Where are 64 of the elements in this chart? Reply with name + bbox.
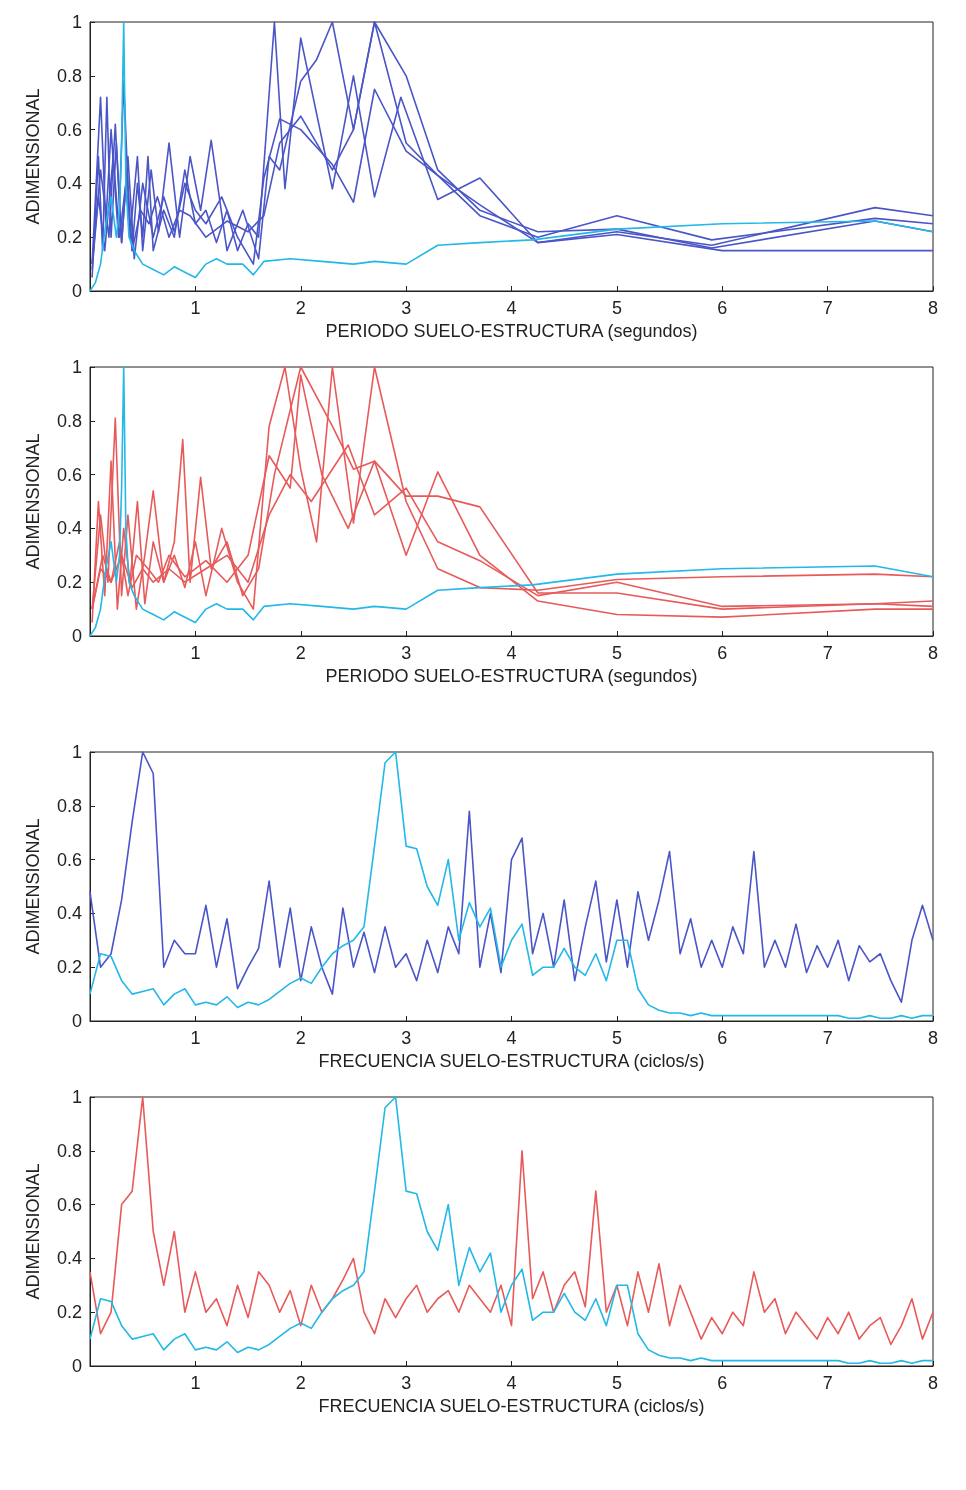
x-axis-title: FRECUENCIA SUELO-ESTRUCTURA (ciclos/s) — [318, 1395, 705, 1416]
x-tick-label: 2 — [295, 1028, 306, 1048]
x-axis-title: FRECUENCIA SUELO-ESTRUCTURA (ciclos/s) — [318, 1050, 705, 1071]
x-tick-label: 4 — [506, 298, 517, 318]
y-tick-label: 1 — [71, 1087, 82, 1107]
y-tick-label: 0 — [71, 1356, 82, 1376]
y-tick-label: 0.2 — [56, 957, 82, 978]
x-tick-label: 3 — [401, 643, 412, 663]
y-tick-label: 0.4 — [56, 903, 82, 924]
y-tick-label: 0 — [71, 626, 82, 646]
y-tick-label: 0.2 — [56, 227, 82, 248]
y-tick-label: 0 — [71, 1011, 82, 1031]
x-tick-label: 4 — [506, 643, 517, 663]
x-tick-label: 7 — [822, 1373, 833, 1393]
x-tick-label: 8 — [927, 298, 939, 318]
y-tick-label: 0.4 — [56, 1248, 82, 1269]
y-tick-label: 0.8 — [56, 410, 82, 431]
x-tick-label: 1 — [190, 1373, 201, 1393]
x-tick-label: 5 — [611, 1028, 622, 1048]
y-axis-title: ADIMENSIONAL — [23, 433, 43, 570]
y-tick-label: 0.6 — [56, 464, 82, 485]
x-tick-label: 6 — [717, 1028, 728, 1048]
y-tick-label: 0.6 — [56, 1194, 82, 1215]
x-tick-label: 7 — [822, 1028, 833, 1048]
y-tick-label: 0.4 — [56, 173, 82, 194]
y-tick-label: 0.6 — [56, 119, 82, 140]
x-tick-label: 3 — [401, 1028, 412, 1048]
x-tick-label: 2 — [295, 298, 306, 318]
x-tick-label: 5 — [611, 298, 622, 318]
x-tick-label: 4 — [506, 1028, 517, 1048]
y-tick-label: 0.8 — [56, 1140, 82, 1161]
y-tick-label: 0.2 — [56, 1302, 82, 1323]
x-tick-label: 6 — [717, 643, 728, 663]
x-tick-label: 8 — [927, 1373, 939, 1393]
y-tick-label: 0.4 — [56, 518, 82, 539]
y-tick-label: 0.2 — [56, 572, 82, 593]
x-tick-label: 3 — [401, 1373, 412, 1393]
x-tick-label: 7 — [822, 298, 833, 318]
y-axis-title: ADIMENSIONAL — [23, 818, 43, 955]
x-axis-title: PERIODO SUELO-ESTRUCTURA (segundos) — [325, 320, 698, 341]
x-axis-title: PERIODO SUELO-ESTRUCTURA (segundos) — [325, 665, 698, 686]
x-tick-label: 6 — [717, 298, 728, 318]
x-tick-label: 1 — [190, 643, 201, 663]
y-tick-label: 1 — [71, 12, 82, 32]
x-tick-label: 4 — [506, 1373, 517, 1393]
x-tick-label: 5 — [611, 643, 622, 663]
y-axis-title: ADIMENSIONAL — [23, 1163, 43, 1300]
x-tick-label: 8 — [927, 643, 939, 663]
x-tick-label: 1 — [190, 1028, 201, 1048]
y-tick-label: 0.8 — [56, 65, 82, 86]
y-tick-label: 0.6 — [56, 849, 82, 870]
x-tick-label: 1 — [190, 298, 201, 318]
x-tick-label: 7 — [822, 643, 833, 663]
x-tick-label: 2 — [295, 1373, 306, 1393]
y-tick-label: 0 — [71, 281, 82, 301]
y-axis-title: ADIMENSIONAL — [23, 88, 43, 225]
y-tick-label: 1 — [71, 357, 82, 377]
x-tick-label: 2 — [295, 643, 306, 663]
x-tick-label: 3 — [401, 298, 412, 318]
y-tick-label: 1 — [71, 742, 82, 762]
x-tick-label: 8 — [927, 1028, 939, 1048]
x-tick-label: 6 — [717, 1373, 728, 1393]
y-tick-label: 0.8 — [56, 795, 82, 816]
x-tick-label: 5 — [611, 1373, 622, 1393]
